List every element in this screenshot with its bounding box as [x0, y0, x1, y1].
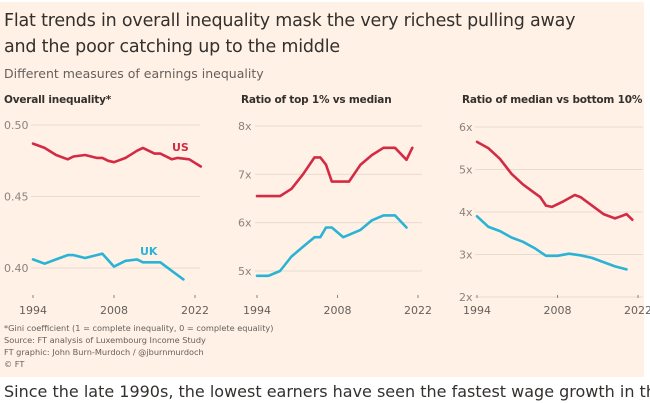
series-line-uk [31, 252, 185, 281]
subtitle: Different measures of earnings inequalit… [4, 66, 264, 81]
y-tick-label: 0.45 [4, 191, 29, 204]
x-tick-label: 1994 [243, 304, 271, 317]
chart-panel [0, 2, 644, 377]
series-line-us [475, 140, 634, 221]
series-line-us [31, 142, 203, 168]
x-tick-label: 2008 [324, 304, 352, 317]
y-tick-label: 5x [238, 265, 252, 278]
x-tick-label: 2022 [624, 304, 650, 317]
x-tick-label: 1994 [463, 304, 491, 317]
series-label-us: US [172, 141, 189, 154]
chart-title-top1-vs-median: Ratio of top 1% vs median [241, 94, 392, 106]
y-tick-label: 0.40 [4, 262, 29, 275]
footnote-gini: *Gini coefficient (1 = complete inequali… [4, 323, 274, 333]
y-tick-label: 7x [238, 168, 252, 181]
cutoff-body-text: Since the late 1990s, the lowest earners… [4, 382, 650, 401]
x-tick-label: 2022 [181, 304, 209, 317]
chart-title-overall-inequality: Overall inequality* [4, 94, 112, 106]
title-line-2: and the poor catching up to the middle [4, 37, 340, 57]
series-label-uk: UK [140, 245, 158, 258]
series-line-uk [475, 215, 628, 271]
x-tick-label: 2008 [544, 304, 572, 317]
chart-title-median-vs-bottom10: Ratio of median vs bottom 10% [462, 94, 643, 106]
y-tick-label: 4x [459, 206, 473, 219]
title-line-1: Flat trends in overall inequality mask t… [4, 11, 576, 31]
y-tick-label: 8x [238, 120, 252, 133]
footnote-source: Source: FT analysis of Luxembourg Income… [4, 335, 206, 345]
footnotes: *Gini coefficient (1 = complete inequali… [4, 322, 273, 370]
page-title: Flat trends in overall inequality mask t… [4, 8, 634, 60]
series-line-us [255, 146, 414, 198]
y-tick-label: 0.50 [4, 119, 29, 132]
y-tick-label: 3x [459, 249, 473, 262]
y-tick-label: 5x [459, 164, 473, 177]
x-tick-label: 1994 [19, 304, 47, 317]
y-tick-label: 6x [459, 121, 473, 134]
x-tick-label: 2022 [404, 304, 432, 317]
footnote-graphic-credit: FT graphic: John Burn-Murdoch / @jburnmu… [4, 347, 204, 357]
y-tick-label: 6x [238, 217, 252, 230]
series-line-uk [255, 214, 408, 278]
footnote-copyright: © FT [4, 359, 25, 369]
x-tick-label: 2008 [100, 304, 128, 317]
y-tick-label: 2x [459, 291, 473, 304]
